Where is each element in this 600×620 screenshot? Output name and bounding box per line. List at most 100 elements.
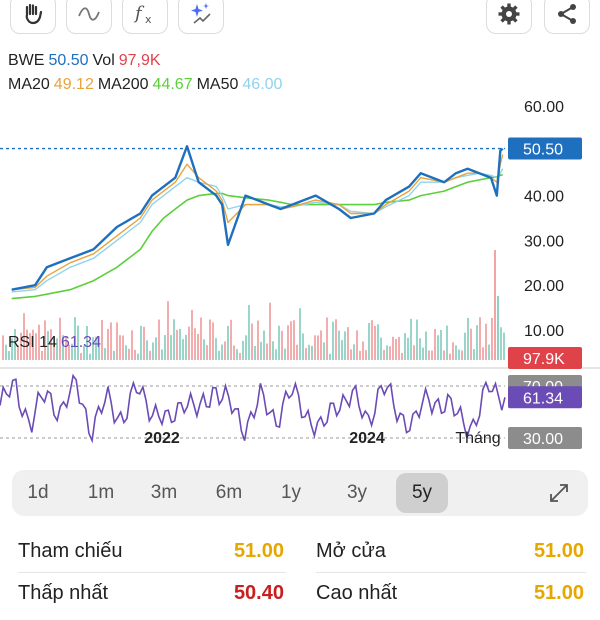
- volume-bar: [23, 313, 25, 360]
- volume-bar: [11, 338, 13, 360]
- volume-bar: [134, 349, 136, 360]
- volume-bar: [200, 317, 202, 360]
- volume-bar: [284, 348, 286, 360]
- volume-bar: [473, 349, 475, 360]
- legend-vol-value: 97,9K: [118, 52, 161, 69]
- volume-bar: [398, 336, 400, 360]
- y-tick-label: 30.00: [524, 233, 564, 250]
- sparkle-icon: [191, 3, 211, 24]
- indicator-button[interactable]: f x: [122, 0, 168, 34]
- low-price-label: Thấp nhất: [18, 582, 109, 604]
- volume-bar: [245, 335, 247, 360]
- volume-bar: [221, 344, 223, 360]
- volume-bar: [29, 333, 31, 360]
- volume-bar: [431, 350, 433, 360]
- volume-bar: [317, 335, 319, 360]
- legend-vol-label: Vol: [92, 52, 115, 69]
- volume-bar: [41, 350, 43, 360]
- volume-bar: [68, 345, 70, 360]
- volume-bar: [188, 326, 190, 360]
- volume-bar: [389, 346, 391, 360]
- volume-bar: [386, 345, 388, 360]
- volume-bar: [359, 350, 361, 360]
- expand-chart-button[interactable]: [544, 478, 574, 508]
- volume-bar: [215, 338, 217, 360]
- volume-bar: [296, 344, 298, 360]
- share-button[interactable]: [544, 0, 590, 34]
- range-button-3y[interactable]: 3y: [346, 482, 368, 503]
- volume-bar: [107, 328, 109, 360]
- range-button-5y[interactable]: 5y: [396, 473, 448, 513]
- volume-bar: [275, 349, 277, 360]
- legend-price: 50.50: [48, 52, 89, 69]
- volume-bar: [242, 340, 244, 360]
- range-button-1m[interactable]: 1m: [87, 482, 115, 503]
- volume-bar: [260, 341, 262, 360]
- volume-bar: [95, 336, 97, 360]
- last-price-tag: [508, 137, 582, 160]
- volume-bar: [125, 345, 127, 360]
- hand-tool-button[interactable]: [10, 0, 56, 34]
- rsi-current-tag: [508, 386, 582, 409]
- volume-bar: [56, 338, 58, 360]
- open-price-value: 51.00: [533, 540, 584, 562]
- volume-bar: [395, 338, 397, 360]
- svg-text:x: x: [145, 13, 152, 26]
- stats-row-2: Thấp nhất 50.40 Cao nhất 51.00: [0, 574, 600, 620]
- volume-bar: [434, 328, 436, 360]
- high-price-value: 51.00: [533, 582, 584, 604]
- volume-bar: [158, 319, 160, 360]
- volume-bar: [344, 331, 346, 360]
- draw-line-button[interactable]: [66, 0, 112, 34]
- svg-text:f: f: [133, 3, 145, 24]
- range-button-1y[interactable]: 1y: [280, 482, 302, 503]
- range-button-6m[interactable]: 6m: [215, 482, 243, 503]
- volume-bar: [347, 327, 349, 360]
- rsi-lower-tag-text: 30.00: [523, 431, 563, 448]
- volume-bar: [329, 353, 331, 360]
- volume-bar: [479, 317, 481, 360]
- volume-bar: [455, 345, 457, 360]
- legend-ma50-value: 46.00: [242, 76, 283, 93]
- volume-bar: [272, 341, 274, 360]
- volume-bar: [377, 324, 379, 360]
- last-volume-tag-text: 97.9K: [523, 351, 565, 368]
- range-button-3m[interactable]: 3m: [150, 482, 178, 503]
- x-tick-label: 2024: [349, 430, 385, 447]
- legend-rsi: RSI 14 61.34: [8, 334, 105, 352]
- settings-button[interactable]: [486, 0, 532, 34]
- volume-bar: [461, 350, 463, 360]
- volume-bars: [2, 250, 505, 360]
- volume-bar: [311, 345, 313, 360]
- legend-row-2: MA20 49.12 MA200 44.67 MA50 46.00: [8, 76, 286, 94]
- volume-bar: [47, 331, 49, 360]
- volume-bar: [86, 325, 88, 360]
- volume-bar: [185, 334, 187, 360]
- volume-bar: [281, 330, 283, 360]
- low-price-value: 50.40: [233, 582, 284, 604]
- volume-bar: [323, 342, 325, 360]
- volume-bar: [14, 329, 16, 360]
- volume-bar: [248, 305, 250, 360]
- gear-icon: [498, 3, 520, 25]
- volume-bar: [332, 321, 334, 360]
- range-button-1d[interactable]: 1d: [27, 482, 49, 503]
- volume-bar: [314, 335, 316, 360]
- ai-analysis-button[interactable]: [178, 0, 224, 34]
- expand-icon: [550, 484, 568, 502]
- volume-bar: [269, 302, 271, 360]
- volume-bar: [440, 329, 442, 360]
- volume-bar: [116, 322, 118, 360]
- volume-bar: [8, 351, 10, 360]
- volume-bar: [416, 319, 418, 360]
- volume-bar: [251, 323, 253, 360]
- divider: [316, 572, 586, 573]
- volume-bar: [308, 344, 310, 360]
- volume-bar: [287, 325, 289, 360]
- volume-bar: [218, 350, 220, 360]
- volume-bar: [2, 335, 4, 360]
- last-price-tag-text: 50.50: [523, 142, 563, 159]
